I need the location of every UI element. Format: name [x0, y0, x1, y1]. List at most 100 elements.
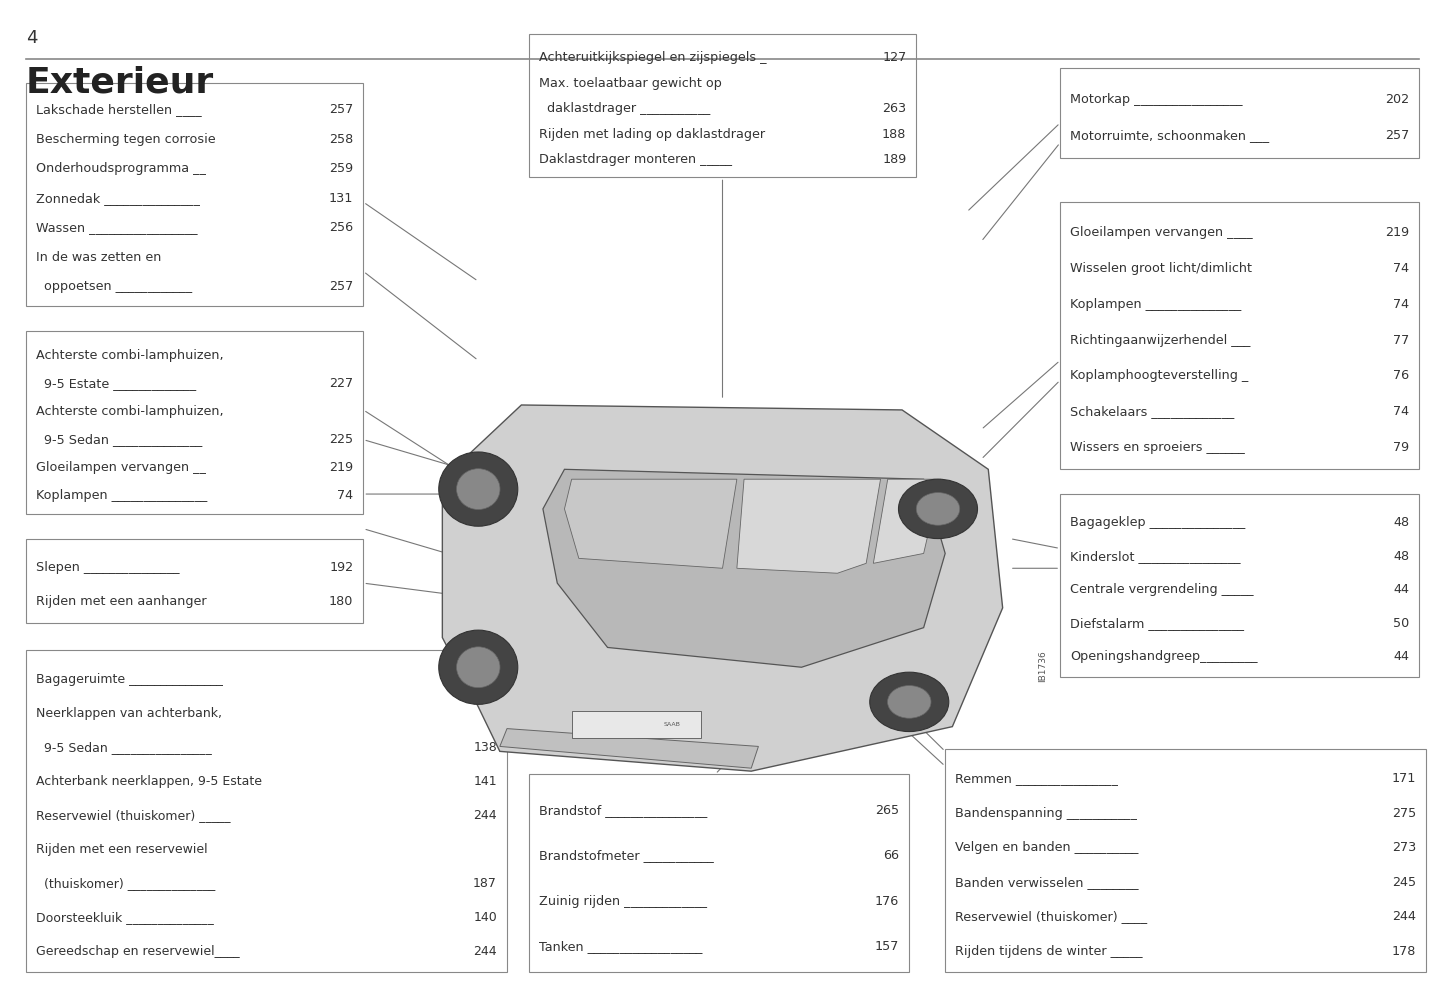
- Text: Koplampen _______________: Koplampen _______________: [36, 489, 207, 502]
- Text: 244: 244: [1393, 910, 1416, 923]
- Text: 275: 275: [1392, 806, 1416, 819]
- Text: Wisselen groot licht/dimlicht: Wisselen groot licht/dimlicht: [1071, 261, 1253, 274]
- Text: Bescherming tegen corrosie: Bescherming tegen corrosie: [36, 133, 215, 146]
- FancyBboxPatch shape: [1061, 203, 1419, 469]
- Text: Kinderslot ________________: Kinderslot ________________: [1071, 550, 1241, 563]
- Text: Centrale vergrendeling _____: Centrale vergrendeling _____: [1071, 583, 1254, 596]
- Text: Achterste combi-lamphuizen,: Achterste combi-lamphuizen,: [36, 405, 224, 418]
- Text: Banden verwisselen ________: Banden verwisselen ________: [955, 875, 1139, 888]
- Text: 66: 66: [883, 849, 899, 862]
- FancyBboxPatch shape: [529, 34, 916, 178]
- Text: 257: 257: [329, 280, 353, 293]
- Text: 76: 76: [1393, 369, 1409, 382]
- Ellipse shape: [457, 469, 500, 510]
- Text: 180: 180: [329, 596, 353, 609]
- Ellipse shape: [439, 630, 517, 705]
- Text: 171: 171: [1392, 772, 1416, 785]
- Text: Wissers en sproeiers ______: Wissers en sproeiers ______: [1071, 441, 1246, 454]
- Text: 74: 74: [1393, 297, 1409, 310]
- Text: 127: 127: [881, 51, 906, 64]
- Text: 244: 244: [474, 945, 497, 958]
- Text: Zuinig rijden _____________: Zuinig rijden _____________: [539, 895, 707, 908]
- Text: 263: 263: [883, 102, 906, 115]
- Text: 219: 219: [329, 461, 353, 474]
- Text: Bagageruimte _______________: Bagageruimte _______________: [36, 673, 223, 686]
- Polygon shape: [500, 729, 759, 768]
- Text: Slepen _______________: Slepen _______________: [36, 561, 179, 574]
- Text: Diefstalarm _______________: Diefstalarm _______________: [1071, 617, 1244, 630]
- Text: 44: 44: [1393, 583, 1409, 596]
- Text: 219: 219: [1386, 226, 1409, 239]
- Ellipse shape: [870, 673, 949, 732]
- Text: Richtingaanwijzerhendel ___: Richtingaanwijzerhendel ___: [1071, 333, 1250, 346]
- Text: Schakelaars _____________: Schakelaars _____________: [1071, 405, 1234, 418]
- Text: 188: 188: [881, 128, 906, 141]
- Text: Tanken __________________: Tanken __________________: [539, 940, 702, 953]
- Text: Koplampen _______________: Koplampen _______________: [1071, 297, 1241, 310]
- Text: Achterste combi-lamphuizen,: Achterste combi-lamphuizen,: [36, 349, 224, 362]
- Text: Remmen ________________: Remmen ________________: [955, 772, 1118, 785]
- Text: 74: 74: [1393, 405, 1409, 418]
- Text: Exterieur: Exterieur: [26, 66, 214, 100]
- Text: 138: 138: [473, 741, 497, 753]
- FancyBboxPatch shape: [572, 711, 701, 739]
- Text: Bagageklep _______________: Bagageklep _______________: [1071, 516, 1246, 529]
- Text: Openingshandgreep_________: Openingshandgreep_________: [1071, 650, 1257, 663]
- Text: Rijden tijdens de winter _____: Rijden tijdens de winter _____: [955, 944, 1143, 957]
- Text: Bandenspanning ___________: Bandenspanning ___________: [955, 806, 1137, 819]
- Text: Brandstofmeter ___________: Brandstofmeter ___________: [539, 849, 714, 862]
- Text: 74: 74: [1393, 261, 1409, 274]
- Text: Reservewiel (thuiskomer) _____: Reservewiel (thuiskomer) _____: [36, 808, 230, 821]
- Text: 141: 141: [474, 774, 497, 787]
- Text: oppoetsen ____________: oppoetsen ____________: [36, 280, 192, 293]
- Text: 265: 265: [876, 803, 899, 816]
- Text: 140: 140: [473, 911, 497, 924]
- Text: 79: 79: [1393, 441, 1409, 454]
- Text: In de was zetten en: In de was zetten en: [36, 250, 162, 263]
- FancyBboxPatch shape: [26, 84, 363, 306]
- Text: 227: 227: [329, 377, 353, 390]
- FancyBboxPatch shape: [26, 651, 507, 972]
- Ellipse shape: [916, 493, 959, 525]
- Polygon shape: [442, 405, 1003, 771]
- Text: 256: 256: [329, 222, 353, 235]
- Text: 48: 48: [1393, 516, 1409, 529]
- Text: 48: 48: [1393, 550, 1409, 563]
- FancyBboxPatch shape: [26, 539, 363, 623]
- Text: Wassen _________________: Wassen _________________: [36, 222, 198, 235]
- Text: 259: 259: [329, 162, 353, 176]
- Text: IB1736: IB1736: [1039, 651, 1048, 682]
- Text: 138: 138: [473, 673, 497, 686]
- Text: Reservewiel (thuiskomer) ____: Reservewiel (thuiskomer) ____: [955, 910, 1147, 923]
- Text: SAAB: SAAB: [663, 723, 681, 728]
- Text: Achterbank neerklappen, 9-5 Estate: Achterbank neerklappen, 9-5 Estate: [36, 774, 262, 787]
- Text: Achteruitkijkspiegel en zijspiegels _: Achteruitkijkspiegel en zijspiegels _: [539, 51, 766, 64]
- Text: Gloeilampen vervangen ____: Gloeilampen vervangen ____: [1071, 226, 1253, 239]
- FancyBboxPatch shape: [26, 330, 363, 514]
- Text: 257: 257: [1384, 129, 1409, 143]
- Text: Lakschade herstellen ____: Lakschade herstellen ____: [36, 103, 201, 116]
- FancyBboxPatch shape: [945, 749, 1426, 972]
- Text: 9-5 Estate _____________: 9-5 Estate _____________: [36, 377, 197, 390]
- Ellipse shape: [887, 686, 931, 719]
- FancyBboxPatch shape: [1061, 494, 1419, 677]
- Polygon shape: [737, 479, 880, 573]
- Text: 244: 244: [474, 808, 497, 821]
- Text: 258: 258: [329, 133, 353, 146]
- Text: Max. toelaatbaar gewicht op: Max. toelaatbaar gewicht op: [539, 77, 721, 90]
- FancyBboxPatch shape: [529, 774, 909, 972]
- Text: 202: 202: [1386, 93, 1409, 106]
- Text: Rijden met lading op daklastdrager: Rijden met lading op daklastdrager: [539, 128, 764, 141]
- FancyBboxPatch shape: [1061, 69, 1419, 158]
- Text: Brandstof ________________: Brandstof ________________: [539, 803, 707, 816]
- Text: Neerklappen van achterbank,: Neerklappen van achterbank,: [36, 707, 221, 720]
- Text: 189: 189: [881, 154, 906, 167]
- Text: 9-5 Sedan ______________: 9-5 Sedan ______________: [36, 433, 202, 446]
- Text: 187: 187: [473, 877, 497, 890]
- Text: 178: 178: [1392, 944, 1416, 957]
- Text: Zonnedak _______________: Zonnedak _______________: [36, 192, 199, 205]
- Text: (thuiskomer) ______________: (thuiskomer) ______________: [36, 877, 215, 890]
- Text: 44: 44: [1393, 650, 1409, 663]
- Text: 74: 74: [337, 489, 353, 502]
- Ellipse shape: [457, 647, 500, 688]
